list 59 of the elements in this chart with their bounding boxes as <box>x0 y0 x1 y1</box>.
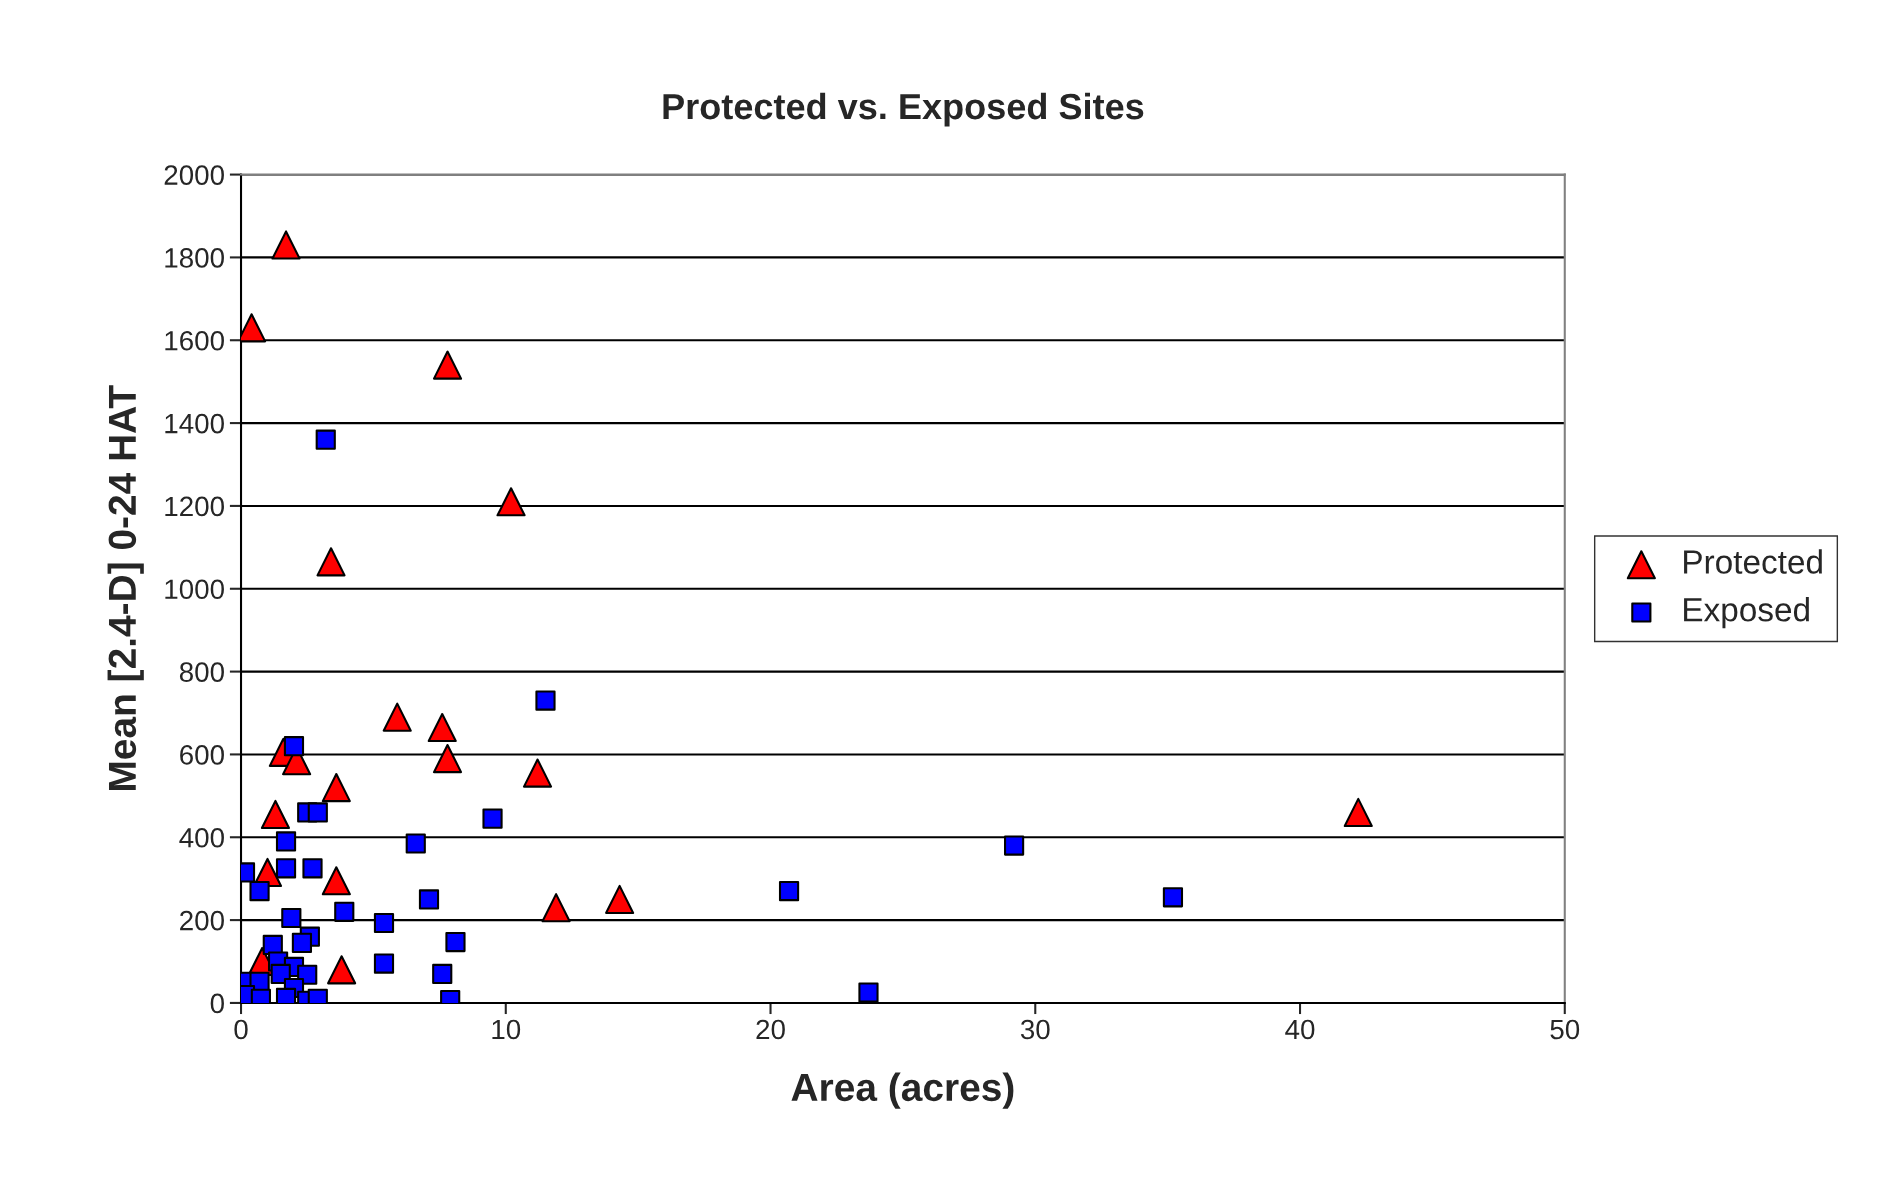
point <box>496 487 526 517</box>
point <box>432 963 453 985</box>
y-tick-label: 1200 <box>165 496 224 517</box>
point <box>405 833 426 854</box>
point <box>271 230 301 260</box>
point <box>1343 797 1373 827</box>
point <box>522 758 553 788</box>
y-tick-label: 400 <box>179 827 224 848</box>
point <box>275 831 297 852</box>
point <box>327 955 357 985</box>
x-tick-label: 0 <box>234 1019 248 1040</box>
point <box>373 953 395 974</box>
point <box>275 858 297 879</box>
point <box>281 907 302 929</box>
point <box>432 743 463 774</box>
point <box>321 866 351 896</box>
point <box>1004 835 1025 856</box>
point <box>535 690 556 711</box>
point <box>307 802 328 823</box>
legend-label: Protected <box>1684 549 1822 574</box>
point <box>302 858 323 879</box>
point <box>605 884 635 914</box>
point <box>445 931 466 953</box>
x-tick-label: 10 <box>492 1019 521 1040</box>
point <box>283 736 305 757</box>
point <box>541 893 571 923</box>
point <box>315 429 336 450</box>
y-tick-label: 1400 <box>165 413 224 434</box>
point <box>778 881 800 902</box>
point <box>316 547 346 577</box>
y-tick-label: 600 <box>180 745 224 765</box>
y-tick-label: 2000 <box>164 165 224 185</box>
point <box>334 901 355 922</box>
point <box>382 702 412 732</box>
point <box>1162 887 1184 908</box>
y-tick-label: 1000 <box>165 579 224 600</box>
point <box>249 881 270 902</box>
y-axis-title: Mean [2.4-D] 0-24 HAT <box>107 385 144 790</box>
x-tick-label: 20 <box>756 1019 785 1040</box>
x-tick-label: 50 <box>1550 1019 1580 1040</box>
point <box>260 799 291 830</box>
point <box>432 350 463 380</box>
legend-label: Exposed <box>1684 597 1809 629</box>
point <box>321 772 351 803</box>
chart-title: Protected vs. Exposed Sites <box>663 92 1144 127</box>
y-tick-label: 1800 <box>165 248 224 268</box>
y-tick-label: 800 <box>179 662 224 682</box>
x-tick-label: 30 <box>1020 1019 1050 1040</box>
y-tick-label: 0 <box>210 993 224 1014</box>
point <box>291 932 313 953</box>
y-tick-label: 200 <box>180 910 224 931</box>
point <box>427 712 457 743</box>
point <box>373 912 395 934</box>
x-axis-title: Area (acres) <box>791 1072 1014 1109</box>
x-tick-label: 40 <box>1285 1019 1315 1040</box>
point <box>482 808 503 829</box>
y-tick-label: 1600 <box>165 330 224 351</box>
point <box>418 889 440 910</box>
point <box>858 982 879 1003</box>
